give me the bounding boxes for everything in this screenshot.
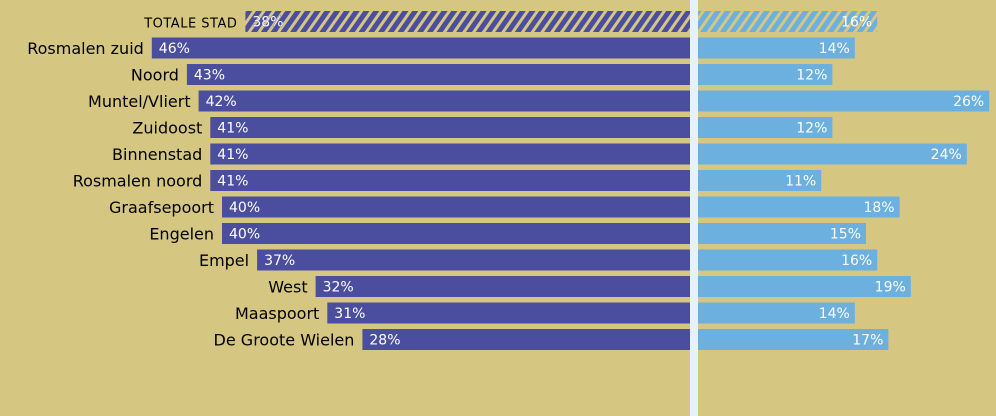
- value-label-left-engelen: 40%: [229, 227, 260, 243]
- bar-right-graafsepoort: [698, 196, 900, 218]
- bars-layer: [151, 11, 990, 350]
- value-label-left-graafsepoort: 40%: [229, 200, 260, 216]
- value-label-right-muntel-vliert: 26%: [953, 94, 984, 110]
- value-label-right-maaspoort: 14%: [819, 306, 850, 322]
- value-label-left-noord: 43%: [194, 68, 225, 84]
- value-label-right-zuidoost: 12%: [796, 121, 827, 137]
- bar-left-noord: [186, 64, 690, 85]
- value-label-left-maaspoort: 31%: [334, 306, 365, 322]
- value-label-left-rosmalen-noord: 41%: [217, 174, 248, 190]
- value-label-left-binnenstad: 41%: [217, 147, 248, 163]
- category-label-zuidoost: Zuidoost: [132, 119, 202, 138]
- bar-right-binnenstad: [698, 143, 967, 165]
- bar-right-noord: [698, 64, 833, 85]
- value-label-left-totale-stad: 38%: [252, 15, 283, 31]
- value-label-left-rosmalen-zuid: 46%: [159, 41, 190, 57]
- value-label-left-empel: 37%: [264, 253, 295, 269]
- value-label-right-empel: 16%: [841, 253, 872, 269]
- bar-right-de-groote-wielen: [698, 329, 889, 350]
- category-label-west: West: [268, 278, 307, 297]
- category-label-de-groote-wielen: De Groote Wielen: [214, 331, 355, 350]
- bar-left-engelen: [222, 223, 690, 244]
- category-label-rosmalen-noord: Rosmalen noord: [73, 172, 203, 191]
- value-label-right-west: 19%: [875, 280, 906, 296]
- bar-right-totale-stad: [698, 11, 878, 32]
- category-label-totale-stad: Totale stad: [143, 17, 237, 32]
- category-label-maaspoort: Maaspoort: [235, 304, 319, 323]
- bar-left-empel: [257, 249, 690, 271]
- bar-left-totale-stad: [245, 11, 690, 32]
- value-label-right-graafsepoort: 18%: [863, 200, 894, 216]
- category-label-engelen: Engelen: [149, 225, 214, 244]
- bar-left-zuidoost: [210, 117, 691, 138]
- bar-left-rosmalen-zuid: [151, 37, 691, 59]
- value-label-left-west: 32%: [323, 280, 354, 296]
- bar-left-muntel-vliert: [198, 90, 690, 112]
- value-label-left-de-groote-wielen: 28%: [369, 333, 400, 349]
- bar-left-binnenstad: [210, 143, 691, 165]
- bar-left-west: [315, 276, 690, 297]
- category-label-muntel-vliert: Muntel/Vliert: [88, 92, 191, 111]
- category-label-rosmalen-zuid: Rosmalen zuid: [27, 39, 144, 58]
- value-label-right-binnenstad: 24%: [931, 147, 962, 163]
- value-label-right-noord: 12%: [796, 68, 827, 84]
- value-label-right-rosmalen-noord: 11%: [785, 174, 816, 190]
- center-divider: [690, 0, 698, 416]
- bar-right-west: [698, 276, 911, 297]
- value-label-left-muntel-vliert: 42%: [206, 94, 237, 110]
- bar-right-rosmalen-noord: [698, 170, 822, 191]
- bar-right-maaspoort: [698, 302, 855, 324]
- bar-left-graafsepoort: [222, 196, 690, 218]
- bar-right-rosmalen-zuid: [698, 37, 855, 59]
- category-label-binnenstad: Binnenstad: [112, 145, 202, 164]
- category-label-graafsepoort: Graafsepoort: [109, 198, 214, 217]
- bar-left-rosmalen-noord: [210, 170, 691, 191]
- labels-layer: Totale stad 38% 16% Rosmalen zuid 46% 14% Noor…: [27, 14, 984, 350]
- value-label-right-totale-stad: 16%: [841, 15, 872, 31]
- bar-right-engelen: [698, 223, 866, 244]
- bar-left-maaspoort: [327, 302, 690, 324]
- category-label-empel: Empel: [199, 251, 249, 270]
- bar-right-muntel-vliert: [698, 90, 990, 112]
- bar-right-empel: [698, 249, 878, 271]
- value-label-right-de-groote-wielen: 17%: [852, 333, 883, 349]
- value-label-left-zuidoost: 41%: [217, 121, 248, 137]
- category-label-noord: Noord: [131, 66, 179, 85]
- bar-right-zuidoost: [698, 117, 833, 138]
- value-label-right-engelen: 15%: [830, 227, 861, 243]
- value-label-right-rosmalen-zuid: 14%: [819, 41, 850, 57]
- bar-left-de-groote-wielen: [362, 329, 690, 350]
